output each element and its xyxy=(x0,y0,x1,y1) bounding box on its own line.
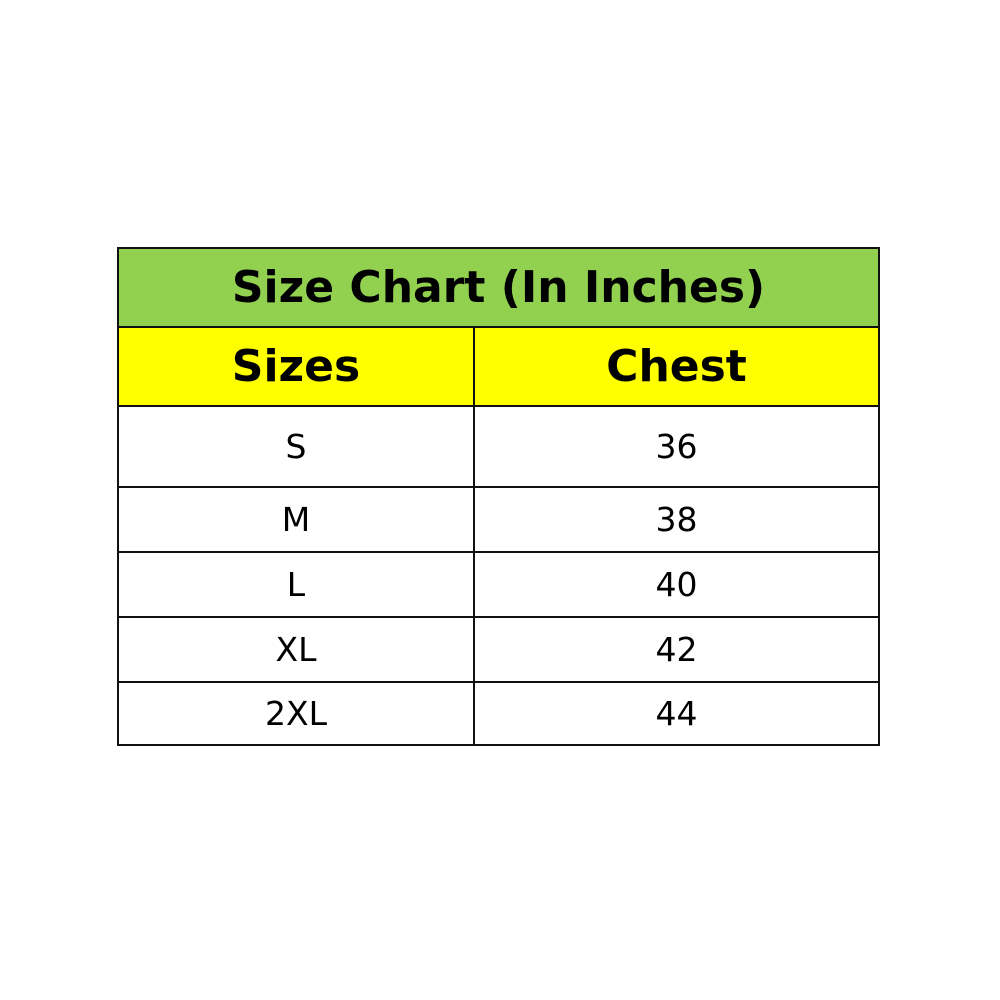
chest-cell: 40 xyxy=(473,551,880,618)
chest-cell: 36 xyxy=(473,405,880,488)
table-row: M 38 xyxy=(117,486,880,553)
header-chest: Chest xyxy=(473,326,880,407)
size-cell: M xyxy=(117,486,475,553)
table-row: 2XL 44 xyxy=(117,681,880,746)
size-chart-table: Size Chart (In Inches) Sizes Chest S 36 … xyxy=(117,247,880,746)
chest-cell: 42 xyxy=(473,616,880,683)
size-cell: S xyxy=(117,405,475,488)
table-title: Size Chart (In Inches) xyxy=(117,247,880,328)
size-cell: L xyxy=(117,551,475,618)
size-cell: XL xyxy=(117,616,475,683)
size-cell: 2XL xyxy=(117,681,475,746)
header-row: Sizes Chest xyxy=(117,326,880,407)
table-row: XL 42 xyxy=(117,616,880,683)
table-row: L 40 xyxy=(117,551,880,618)
title-row: Size Chart (In Inches) xyxy=(117,247,880,328)
chest-cell: 44 xyxy=(473,681,880,746)
chest-cell: 38 xyxy=(473,486,880,553)
table-row: S 36 xyxy=(117,405,880,488)
header-sizes: Sizes xyxy=(117,326,475,407)
